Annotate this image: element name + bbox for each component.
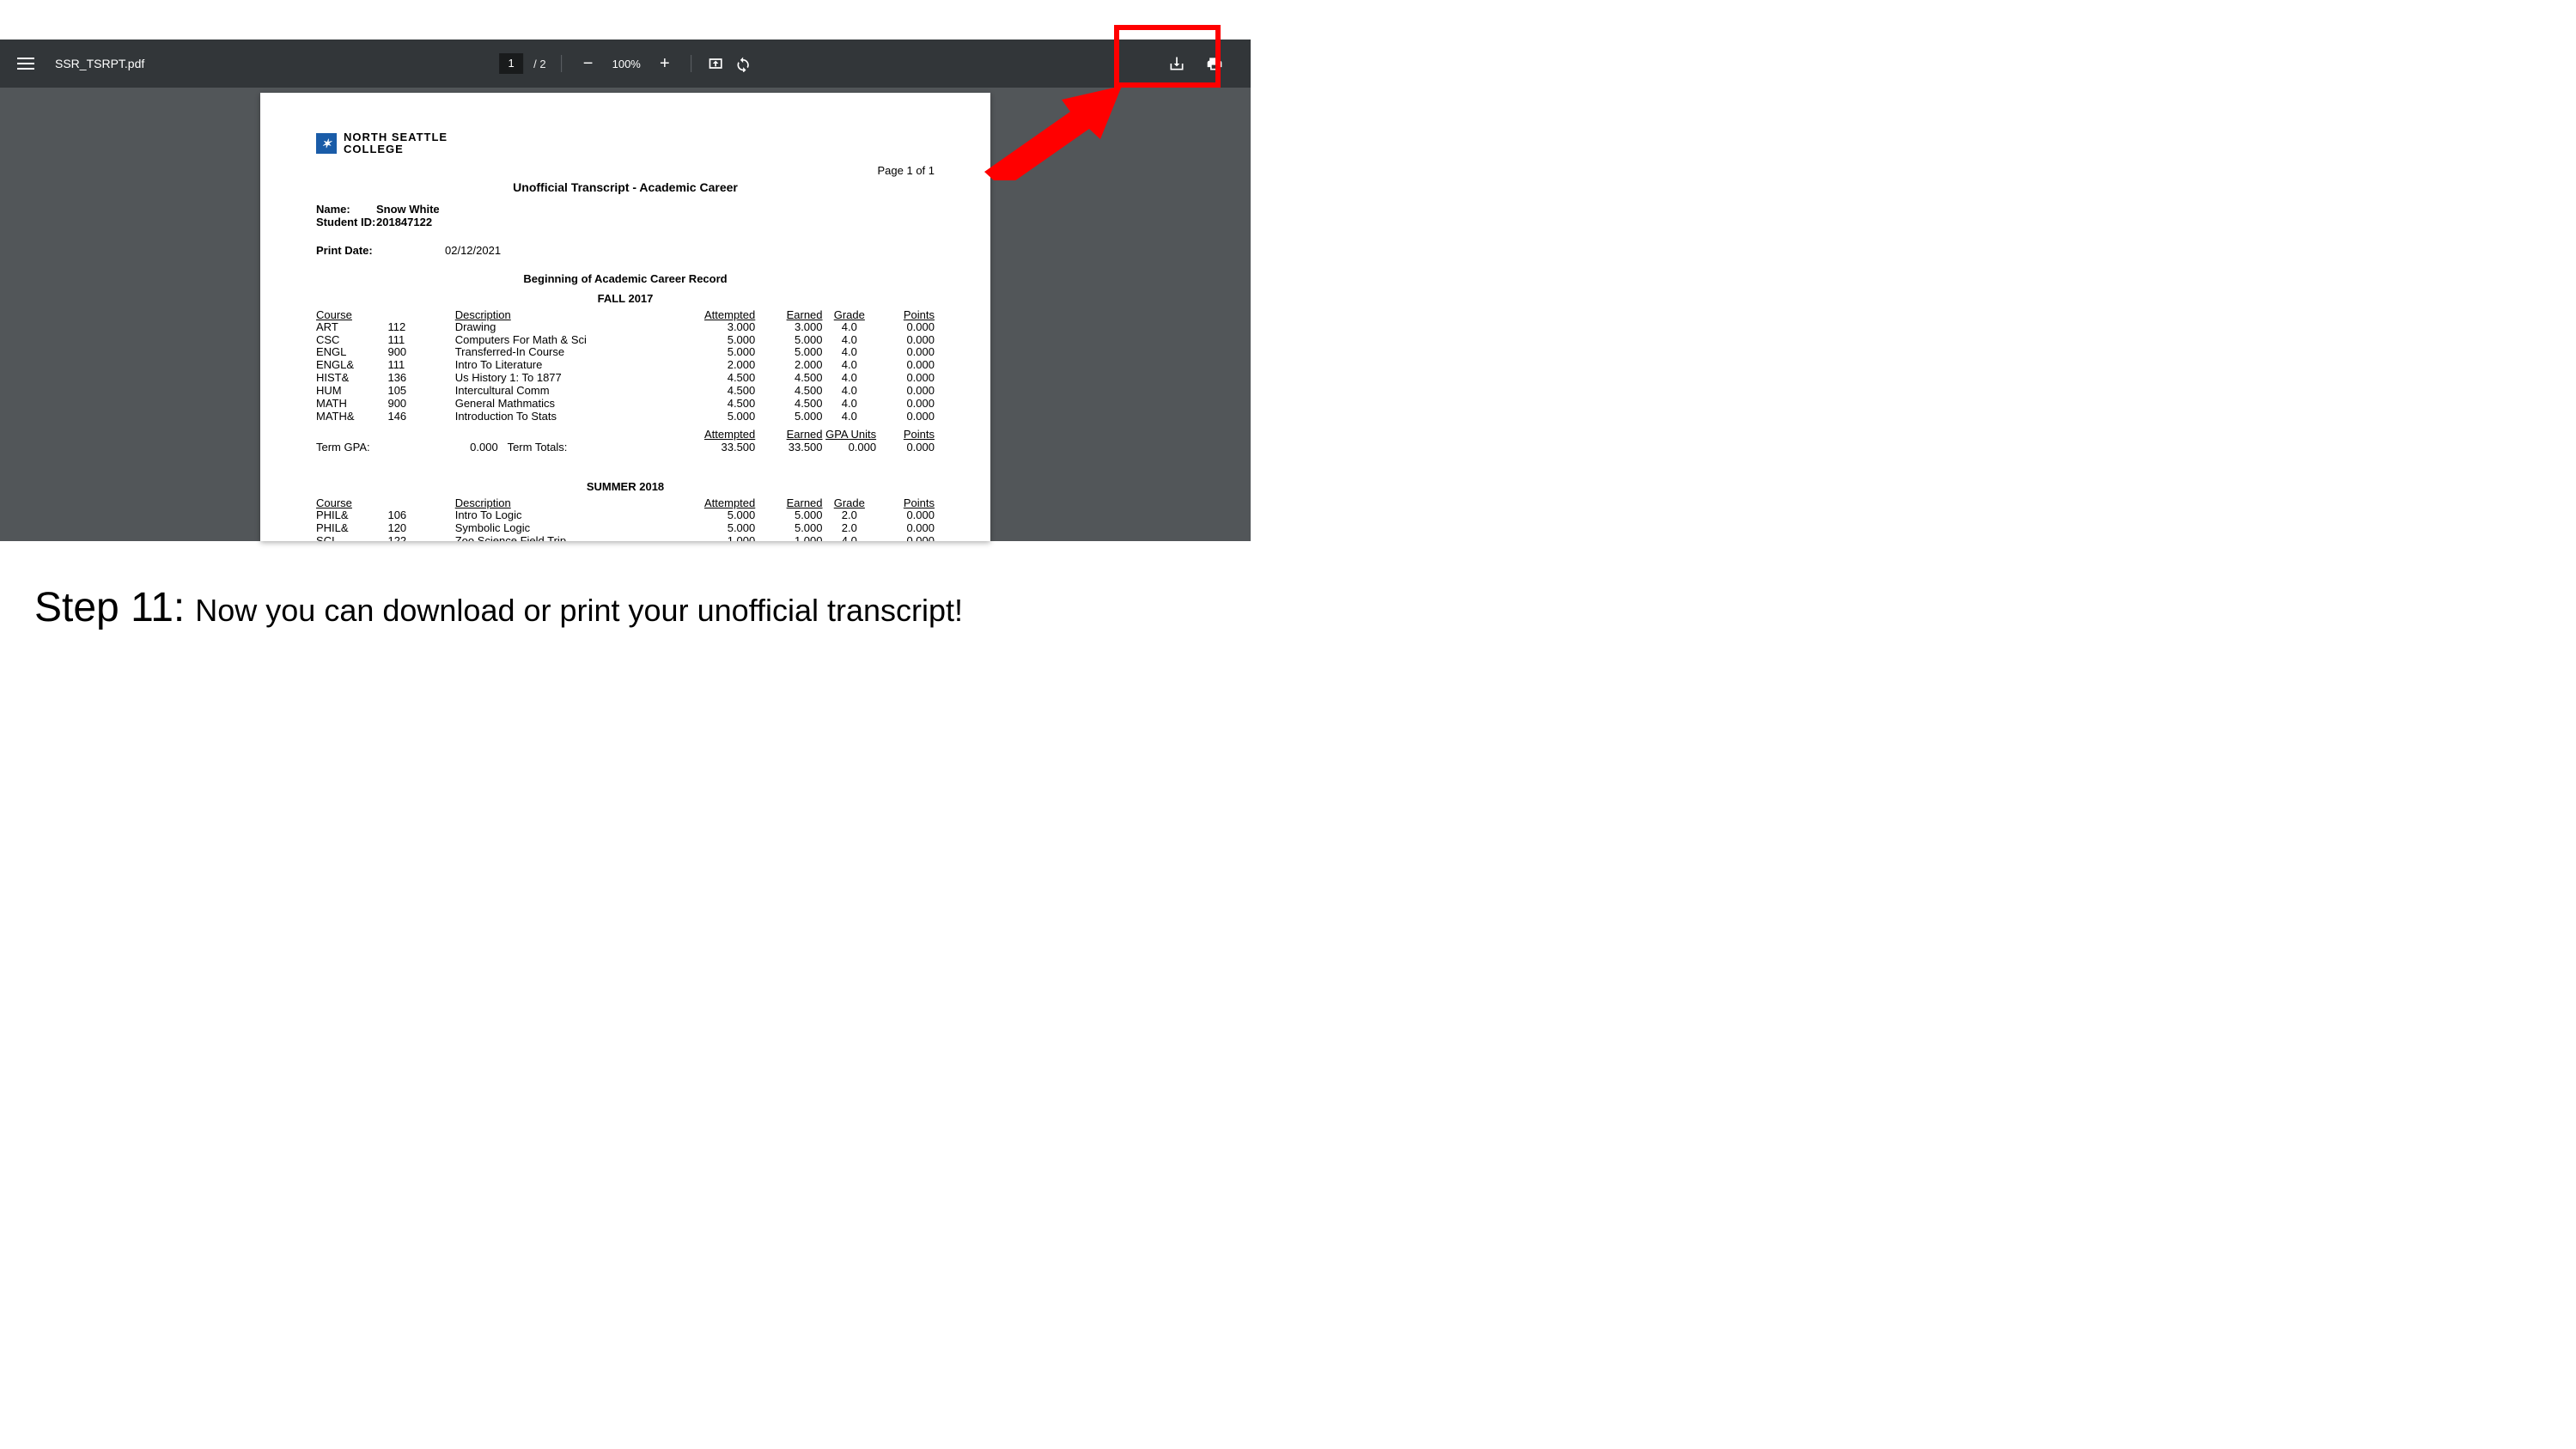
table-row: HUM105Intercultural Comm4.5004.5004.00.0… [316,385,935,398]
filename: SSR_TSRPT.pdf [55,57,144,70]
table-row: SCI122Zoo Science Field Trip1.0001.0004.… [316,535,935,541]
id-label: Student ID: [316,216,376,228]
download-icon[interactable] [1168,55,1185,72]
th-course: Course [316,308,387,321]
college-name-line2: COLLEGE [344,143,448,155]
college-logo: ✶ NORTH SEATTLE COLLEGE [316,131,935,156]
zoom-out-button[interactable]: − [578,55,599,72]
pdf-toolbar: SSR_TSRPT.pdf 1 / 2 − 100% + [0,40,1251,88]
instruction-area: Step 11: Now you can download or print y… [0,541,1251,683]
th-attempted: Attempted [674,308,755,321]
id-value: 201847122 [376,216,432,228]
table-row: ART112Drawing3.0003.0004.00.000 [316,321,935,334]
th-earned: Earned [755,308,822,321]
term1-totals: Attempted Earned GPA Units Points Term G… [316,429,935,454]
step-text: Now you can download or print your unoff… [195,593,963,629]
term2-table: Course Description Attempted Earned Grad… [316,496,935,541]
table-row: PHIL&106Intro To Logic5.0005.0002.00.000 [316,509,935,522]
print-icon[interactable] [1206,55,1223,72]
th-desc: Description [455,308,675,321]
step-number: Step 11: [34,584,185,631]
page-total: / 2 [533,58,545,70]
term1-title: FALL 2017 [316,292,935,305]
zoom-in-button[interactable]: + [655,55,675,72]
term-gpa-label: Term GPA: [316,441,455,454]
term2-title: SUMMER 2018 [316,480,935,493]
pdf-viewer: SSR_TSRPT.pdf 1 / 2 − 100% + [0,0,1251,541]
pdf-page: ✶ NORTH SEATTLE COLLEGE Page 1 of 1 Unof… [260,93,990,541]
table-row: ENGL&111Intro To Literature2.0002.0004.0… [316,359,935,372]
table-row: MATH&146Introduction To Stats5.0005.0004… [316,411,935,423]
term1-table: Course Description Attempted Earned Grad… [316,308,935,424]
logo-icon: ✶ [316,133,337,154]
table-row: HIST&136Us History 1: To 18774.5004.5004… [316,372,935,385]
fit-to-page-icon[interactable] [707,55,724,72]
table-row: CSC111Computers For Math & Sci5.0005.000… [316,334,935,347]
print-date-label: Print Date: [316,244,445,257]
record-header: Beginning of Academic Career Record [316,272,935,285]
page-number: Page 1 of 1 [878,164,935,177]
th-grade: Grade [823,308,877,321]
zoom-level: 100% [609,58,644,70]
print-date-value: 02/12/2021 [445,244,501,257]
top-white-strip [0,0,1251,40]
table-row: MATH900General Mathmatics4.5004.5004.00.… [316,398,935,411]
table-row: PHIL&120Symbolic Logic5.0005.0002.00.000 [316,522,935,535]
table-row: ENGL900Transferred-In Course5.0005.0004.… [316,346,935,359]
name-label: Name: [316,203,376,216]
menu-icon[interactable] [17,58,34,70]
current-page-input[interactable]: 1 [499,53,523,74]
college-name-line1: NORTH SEATTLE [344,131,448,143]
rotate-icon[interactable] [734,55,752,72]
th-points: Points [876,308,935,321]
transcript-title: Unofficial Transcript - Academic Career [316,180,935,194]
name-value: Snow White [376,203,440,216]
